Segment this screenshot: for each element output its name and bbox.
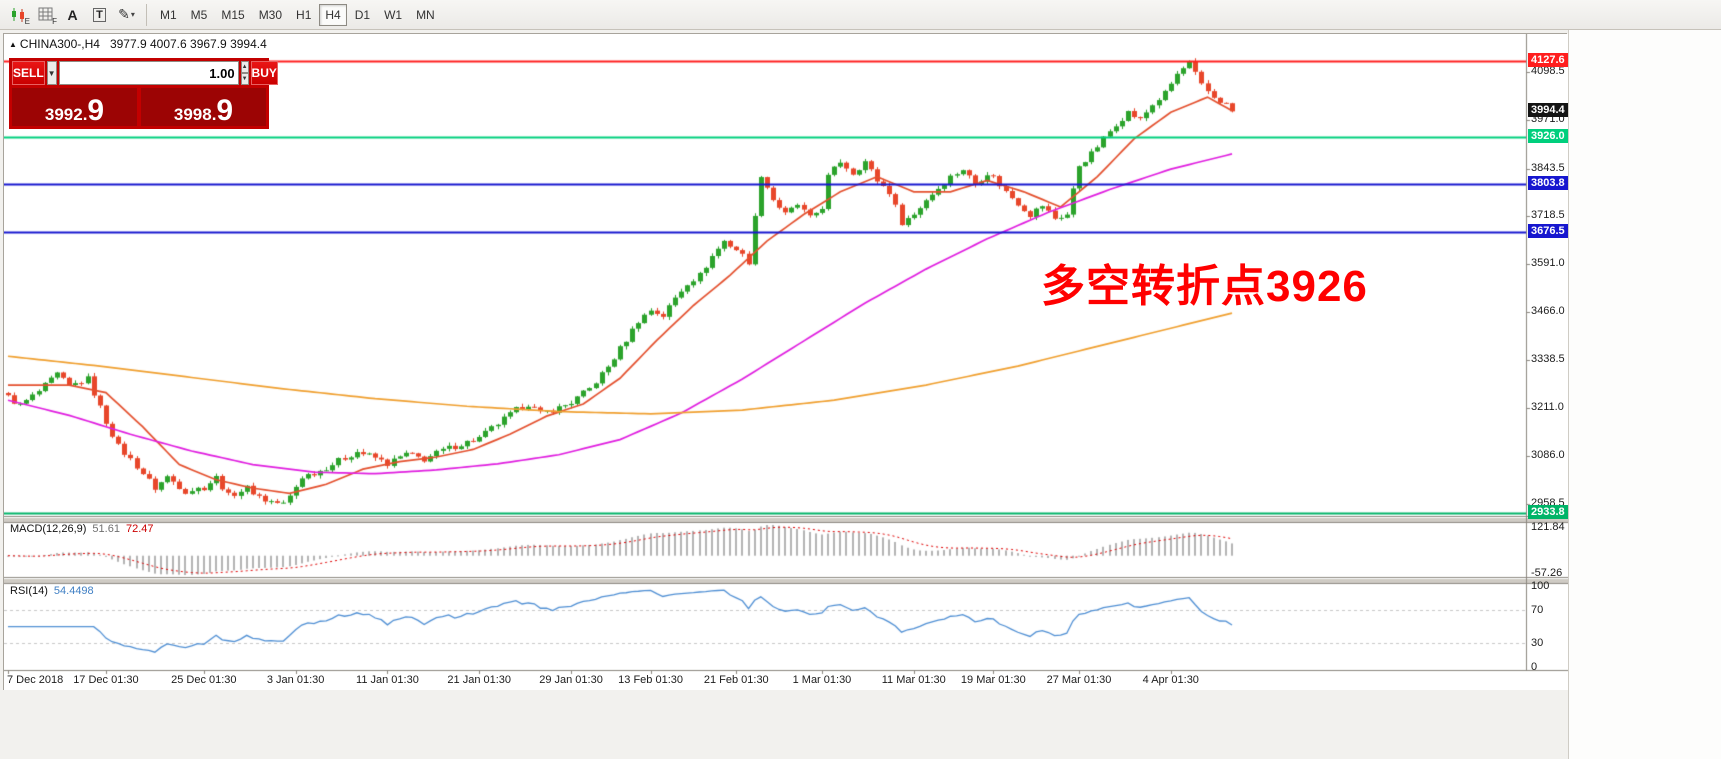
timeframe-button-mn[interactable]: MN xyxy=(410,4,441,26)
time-axis-label: 11 Jan 01:30 xyxy=(356,674,419,686)
price-axis-label: 3843.5 xyxy=(1531,161,1565,174)
macd-axis-label: -57.26 xyxy=(1531,567,1563,579)
chart-mode-icon[interactable]: E xyxy=(5,3,32,27)
timeframe-button-m30[interactable]: M30 xyxy=(253,4,288,26)
timeframe-button-h4[interactable]: H4 xyxy=(319,3,347,26)
rsi-name: RSI(14) xyxy=(10,585,48,597)
macd-name: MACD(12,26,9) xyxy=(10,523,87,535)
candlestick-icon xyxy=(11,7,24,22)
price-axis-label: 3338.5 xyxy=(1531,352,1565,365)
time-axis-label: 11 Mar 01:30 xyxy=(881,674,946,686)
time-axis-label: 17 Dec 01:30 xyxy=(73,674,139,686)
timeframe-button-d1[interactable]: D1 xyxy=(349,4,376,26)
right-empty-area xyxy=(1568,30,1721,759)
volume-increase-button[interactable]: ▲ xyxy=(240,61,249,73)
top-toolbar: E F A T ✎ ▾ M1 M5 M15 M30 H1 H4 D1 W1 MN xyxy=(0,0,1721,30)
timeframe-button-group: M1 M5 M15 M30 H1 H4 D1 W1 MN xyxy=(153,3,442,26)
timeframe-button-h1[interactable]: H1 xyxy=(290,4,317,26)
time-axis-label: 3 Jan 01:30 xyxy=(266,674,325,686)
price-badge: 4127.6 xyxy=(1528,52,1568,67)
time-axis-label: 29 Jan 01:30 xyxy=(539,674,603,686)
time-axis-label: 19 Mar 01:30 xyxy=(960,674,1026,686)
rsi-indicator-label: RSI(14) 54.4498 xyxy=(10,585,94,597)
pencil-icon: ✎ xyxy=(118,6,130,22)
timeframe-button-m1[interactable]: M1 xyxy=(154,4,183,26)
buy-price-main: 3998. xyxy=(173,105,217,124)
toolbar-separator xyxy=(146,3,147,26)
collapse-triangle-icon[interactable]: ▲ xyxy=(9,40,17,49)
time-axis-label: 21 Feb 01:30 xyxy=(703,674,769,686)
chart-text-annotation[interactable]: 多空转折点3926 xyxy=(1041,262,1368,311)
price-axis-label: 4098.5 xyxy=(1531,64,1565,77)
price-axis-label: 3718.5 xyxy=(1531,208,1565,221)
grid-tool-icon[interactable]: F xyxy=(32,3,59,27)
volume-stepper: ▲ ▼ xyxy=(240,61,249,85)
volume-input[interactable] xyxy=(58,61,239,85)
price-axis-label: 3591.0 xyxy=(1531,257,1565,270)
rsi-axis-label: 70 xyxy=(1531,604,1544,617)
time-axis-label: 21 Jan 01:30 xyxy=(447,674,512,686)
chart-header: ▲ CHINA300-,H4 3977.9 4007.6 3967.9 3994.4 xyxy=(9,37,267,51)
sell-price-pips: 9 xyxy=(87,93,105,127)
macd-axis-label: 121.84 xyxy=(1531,521,1565,533)
volume-decrease-button[interactable]: ▼ xyxy=(240,73,249,85)
bottom-empty-area xyxy=(0,690,1568,759)
rsi-value: 54.4498 xyxy=(53,585,94,597)
chart-ohlc-values: 3977.9 4007.6 3967.9 3994.4 xyxy=(109,37,267,51)
label-tool-icon: T xyxy=(93,7,106,22)
text-tool-icon: A xyxy=(67,6,78,23)
rsi-axis-label: 100 xyxy=(1531,580,1550,592)
price-badge: 3994.4 xyxy=(1528,103,1568,118)
text-tool-button[interactable]: A xyxy=(59,3,86,27)
rsi-axis-label: 0 xyxy=(1531,661,1538,673)
time-axis-label: 4 Apr 01:30 xyxy=(1142,674,1199,686)
draw-tool-button[interactable]: ✎ ▾ xyxy=(113,3,140,27)
price-badge: 2933.8 xyxy=(1528,505,1568,520)
price-axis-label: 3211.0 xyxy=(1531,401,1564,414)
chart-canvas[interactable] xyxy=(4,34,1568,691)
time-axis[interactable] xyxy=(4,670,1568,691)
chart-mode-sub-label: E xyxy=(24,16,30,26)
grid-tool-sub-label: F xyxy=(52,16,57,26)
timeframe-button-m5[interactable]: M5 xyxy=(185,4,214,26)
price-badge: 3926.0 xyxy=(1528,129,1568,144)
grid-icon xyxy=(38,7,52,21)
sell-price-display[interactable]: 3992. 9 xyxy=(12,88,137,126)
one-click-trade-panel: SELL ▼ ▲ ▼ BUY 3992. 9 3998. 9 xyxy=(9,58,278,129)
time-axis-label: 13 Feb 01:30 xyxy=(618,674,684,686)
price-badge: 3803.8 xyxy=(1528,175,1568,190)
time-axis-label: 27 Mar 01:30 xyxy=(1046,674,1112,686)
time-axis-label: 7 Dec 2018 xyxy=(7,674,64,686)
volume-dropdown-button[interactable]: ▼ xyxy=(46,61,57,85)
chart-symbol-label: CHINA300-,H4 xyxy=(19,37,100,51)
price-badge: 3676.5 xyxy=(1528,223,1568,238)
timeframe-button-w1[interactable]: W1 xyxy=(378,4,408,26)
chevron-down-icon: ▾ xyxy=(130,10,135,19)
timeframe-button-m15[interactable]: M15 xyxy=(215,4,250,26)
time-axis-label: 1 Mar 01:30 xyxy=(792,674,852,686)
rsi-axis-label: 30 xyxy=(1531,636,1544,649)
macd-signal-value: 72.47 xyxy=(125,523,154,535)
price-axis-label: 3086.0 xyxy=(1531,448,1565,461)
buy-price-display[interactable]: 3998. 9 xyxy=(141,88,266,126)
chart-window: ▲ CHINA300-,H4 3977.9 4007.6 3967.9 3994.4… xyxy=(3,33,1568,691)
label-tool-button[interactable]: T xyxy=(86,3,113,27)
macd-indicator-label: MACD(12,26,9) 51.61 72.47 xyxy=(10,523,153,535)
buy-button[interactable]: BUY xyxy=(250,61,278,85)
macd-value: 51.61 xyxy=(92,523,120,535)
time-axis-label: 25 Dec 01:30 xyxy=(171,674,237,686)
sell-button[interactable]: SELL xyxy=(12,61,45,85)
price-axis-label: 3466.0 xyxy=(1531,304,1565,317)
buy-price-pips: 9 xyxy=(216,93,234,127)
sell-price-main: 3992. xyxy=(44,105,88,124)
